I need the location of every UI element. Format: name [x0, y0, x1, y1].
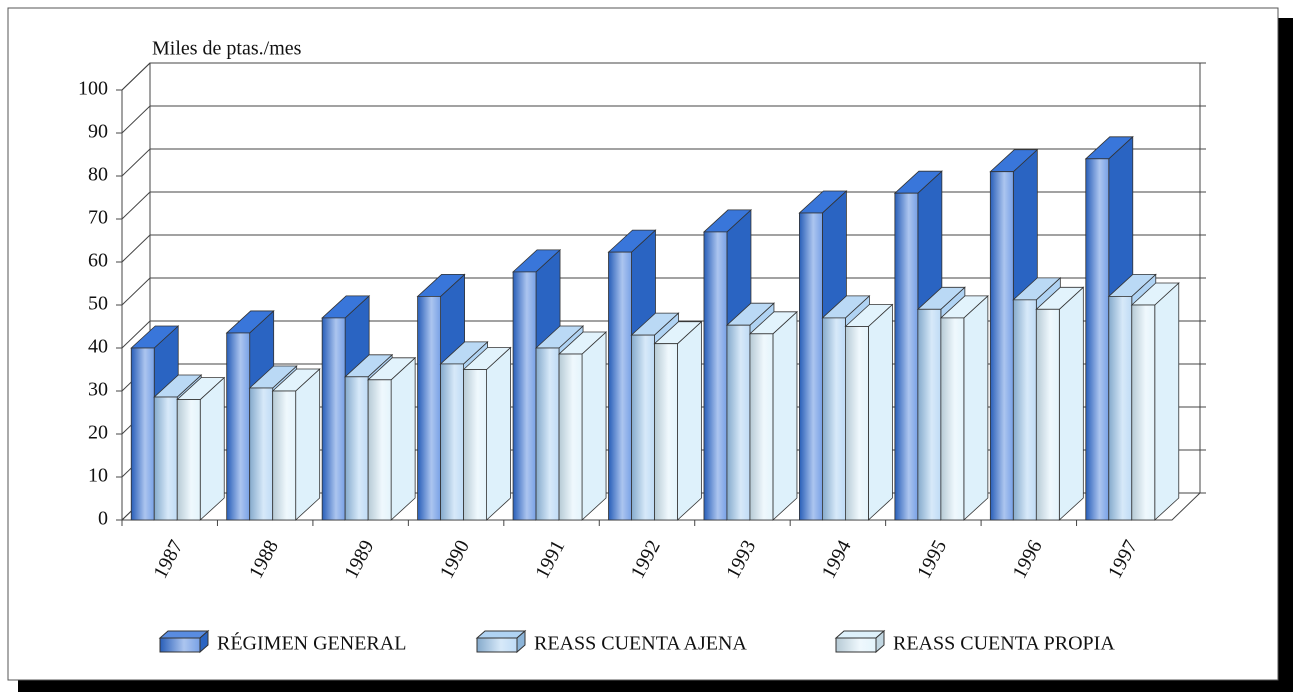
- y-tick-label: 10: [88, 465, 108, 487]
- legend-label: REASS CUENTA PROPIA: [893, 633, 1115, 655]
- y-tick-label: 80: [88, 164, 108, 186]
- bar-front: [726, 324, 751, 521]
- bar-front: [703, 231, 728, 521]
- grid-line: [121, 277, 1200, 306]
- bar-front: [1131, 304, 1156, 521]
- y-tick-label: 90: [88, 121, 108, 143]
- bar-side: [581, 331, 607, 521]
- bar: [1130, 282, 1180, 521]
- bar-front: [463, 369, 487, 521]
- y-axis-label: Miles de ptas./mes: [152, 38, 302, 60]
- bar-side: [199, 376, 225, 521]
- bar-side: [868, 303, 893, 521]
- bar-front: [153, 396, 178, 521]
- bar-front: [558, 353, 583, 521]
- grid-line: [121, 62, 1200, 91]
- bar-front: [1085, 158, 1110, 521]
- y-tick-label: 60: [88, 250, 108, 272]
- bar-side: [1154, 282, 1180, 521]
- bar-front: [272, 390, 297, 521]
- bar: [367, 356, 417, 521]
- bar-front: [894, 192, 919, 521]
- legend-swatch: [476, 637, 518, 653]
- bar: [748, 310, 798, 521]
- bar: [271, 368, 321, 521]
- bar-front: [1035, 308, 1060, 521]
- bar-side: [1058, 286, 1084, 521]
- y-tick-label: 50: [88, 293, 108, 315]
- bar-side: [295, 368, 321, 521]
- bar-front: [749, 333, 774, 521]
- bar-side: [390, 356, 416, 521]
- bar-front: [535, 347, 560, 521]
- bar-front: [989, 171, 1014, 521]
- y-tick-label: 40: [88, 336, 108, 358]
- bar-side: [772, 310, 798, 521]
- bar-front: [654, 343, 678, 521]
- y-tick-label: 30: [88, 379, 108, 401]
- grid-line: [121, 148, 1200, 177]
- bar-front: [845, 326, 869, 521]
- bar-front: [417, 295, 441, 521]
- grid-line: [121, 191, 1200, 220]
- bar-front: [631, 334, 655, 521]
- bar: [558, 331, 608, 521]
- grid-line: [121, 234, 1200, 263]
- bar: [176, 376, 226, 521]
- y-tick-label: 20: [88, 422, 108, 444]
- bar-side: [486, 346, 511, 521]
- bar: [939, 294, 989, 521]
- bar-side: [963, 294, 989, 521]
- bar-front: [822, 317, 846, 521]
- bar: [462, 346, 512, 521]
- bar: [1035, 286, 1085, 521]
- bar-front: [917, 308, 942, 521]
- bar-front: [940, 317, 965, 521]
- bar: [844, 303, 894, 521]
- bar: [653, 320, 703, 521]
- y-tick-label: 0: [98, 508, 108, 530]
- bar-front: [176, 399, 201, 521]
- bar-front: [799, 212, 823, 521]
- bar-front: [367, 379, 392, 521]
- legend-swatch: [159, 637, 201, 653]
- legend-label: RÉGIMEN GENERAL: [217, 632, 406, 655]
- bar-front: [512, 271, 537, 521]
- bar-front: [1108, 295, 1133, 521]
- bar-front: [130, 347, 155, 521]
- legend-swatch: [835, 637, 877, 653]
- grid-line: [121, 105, 1200, 134]
- bar-front: [321, 317, 346, 521]
- bar-front: [440, 363, 464, 521]
- bar-front: [226, 332, 251, 521]
- bar-side: [677, 320, 702, 521]
- bar-front: [249, 387, 274, 521]
- y-tick-label: 70: [88, 207, 108, 229]
- bar-front: [608, 251, 632, 521]
- bar-front: [1012, 299, 1037, 521]
- bar-front: [344, 376, 369, 521]
- legend-label: REASS CUENTA AJENA: [534, 633, 747, 655]
- y-tick-label: 100: [78, 78, 108, 100]
